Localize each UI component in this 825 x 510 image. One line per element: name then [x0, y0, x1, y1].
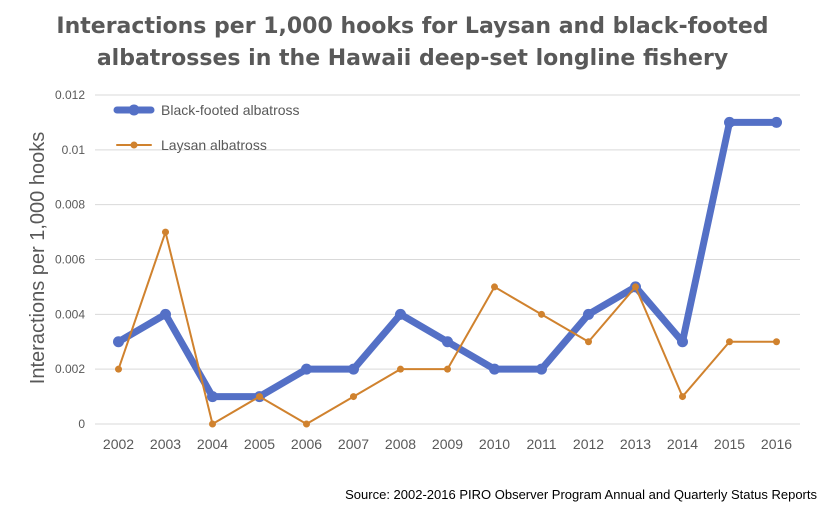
data-point — [726, 338, 733, 346]
data-point — [583, 308, 594, 320]
data-point — [677, 336, 688, 348]
data-point — [301, 363, 312, 375]
x-tick-label: 2004 — [197, 436, 228, 452]
data-point — [444, 365, 451, 373]
data-point — [162, 228, 169, 236]
x-tick-label: 2013 — [620, 436, 651, 452]
x-tick-label: 2002 — [103, 436, 134, 452]
data-point — [209, 420, 216, 428]
legend-label: Black-footed albatross — [161, 102, 300, 118]
y-tick-label: 0.004 — [55, 307, 85, 321]
legend-swatch-marker — [130, 141, 138, 149]
y-tick-label: 0 — [78, 417, 85, 431]
data-point — [491, 283, 498, 291]
x-tick-label: 2016 — [761, 436, 792, 452]
series-laysan — [115, 228, 780, 428]
x-tick-label: 2014 — [667, 436, 698, 452]
data-point — [115, 365, 122, 373]
data-point — [207, 391, 218, 403]
x-tick-label: 2012 — [573, 436, 604, 452]
data-point — [256, 393, 263, 401]
x-tick-label: 2003 — [150, 436, 181, 452]
y-tick-label: 0.006 — [55, 253, 85, 267]
series-black-footed — [113, 116, 782, 403]
data-point — [442, 336, 453, 348]
data-point — [632, 283, 639, 291]
source-note: Source: 2002-2016 PIRO Observer Program … — [345, 487, 817, 502]
chart-title-line-1: Interactions per 1,000 hooks for Laysan … — [56, 14, 769, 39]
chart-title-line-2: albatrosses in the Hawaii deep-set longl… — [96, 46, 729, 71]
x-tick-label: 2005 — [244, 436, 275, 452]
x-tick-label: 2011 — [526, 436, 556, 452]
x-tick-label: 2010 — [479, 436, 510, 452]
data-point — [536, 363, 547, 375]
data-point — [395, 308, 406, 320]
data-point — [113, 336, 124, 348]
y-tick-label: 0.01 — [62, 143, 86, 157]
data-point — [303, 420, 310, 428]
x-tick-label: 2007 — [338, 436, 369, 452]
legend-item: Black-footed albatross — [113, 102, 300, 118]
legend-label: Laysan albatross — [161, 137, 267, 153]
data-point — [679, 393, 686, 401]
x-tick-label: 2015 — [714, 436, 745, 452]
data-point — [489, 363, 500, 375]
y-tick-label: 0.012 — [55, 88, 85, 102]
data-point — [771, 116, 782, 128]
x-tick-label: 2008 — [385, 436, 416, 452]
data-point — [397, 365, 404, 373]
data-point — [348, 363, 359, 375]
data-point — [350, 393, 357, 401]
y-tick-label: 0.008 — [55, 198, 85, 212]
data-point — [724, 116, 735, 128]
x-tick-label: 2006 — [291, 436, 322, 452]
data-point — [160, 308, 171, 320]
legend-item: Laysan albatross — [116, 137, 267, 153]
y-tick-label: 0.002 — [55, 362, 85, 376]
y-axis-label: Interactions per 1,000 hooks — [27, 132, 49, 384]
data-point — [585, 338, 592, 346]
legend-swatch-marker — [128, 104, 140, 116]
data-point — [773, 338, 780, 346]
data-point — [538, 310, 545, 318]
x-tick-label: 2009 — [432, 436, 463, 452]
